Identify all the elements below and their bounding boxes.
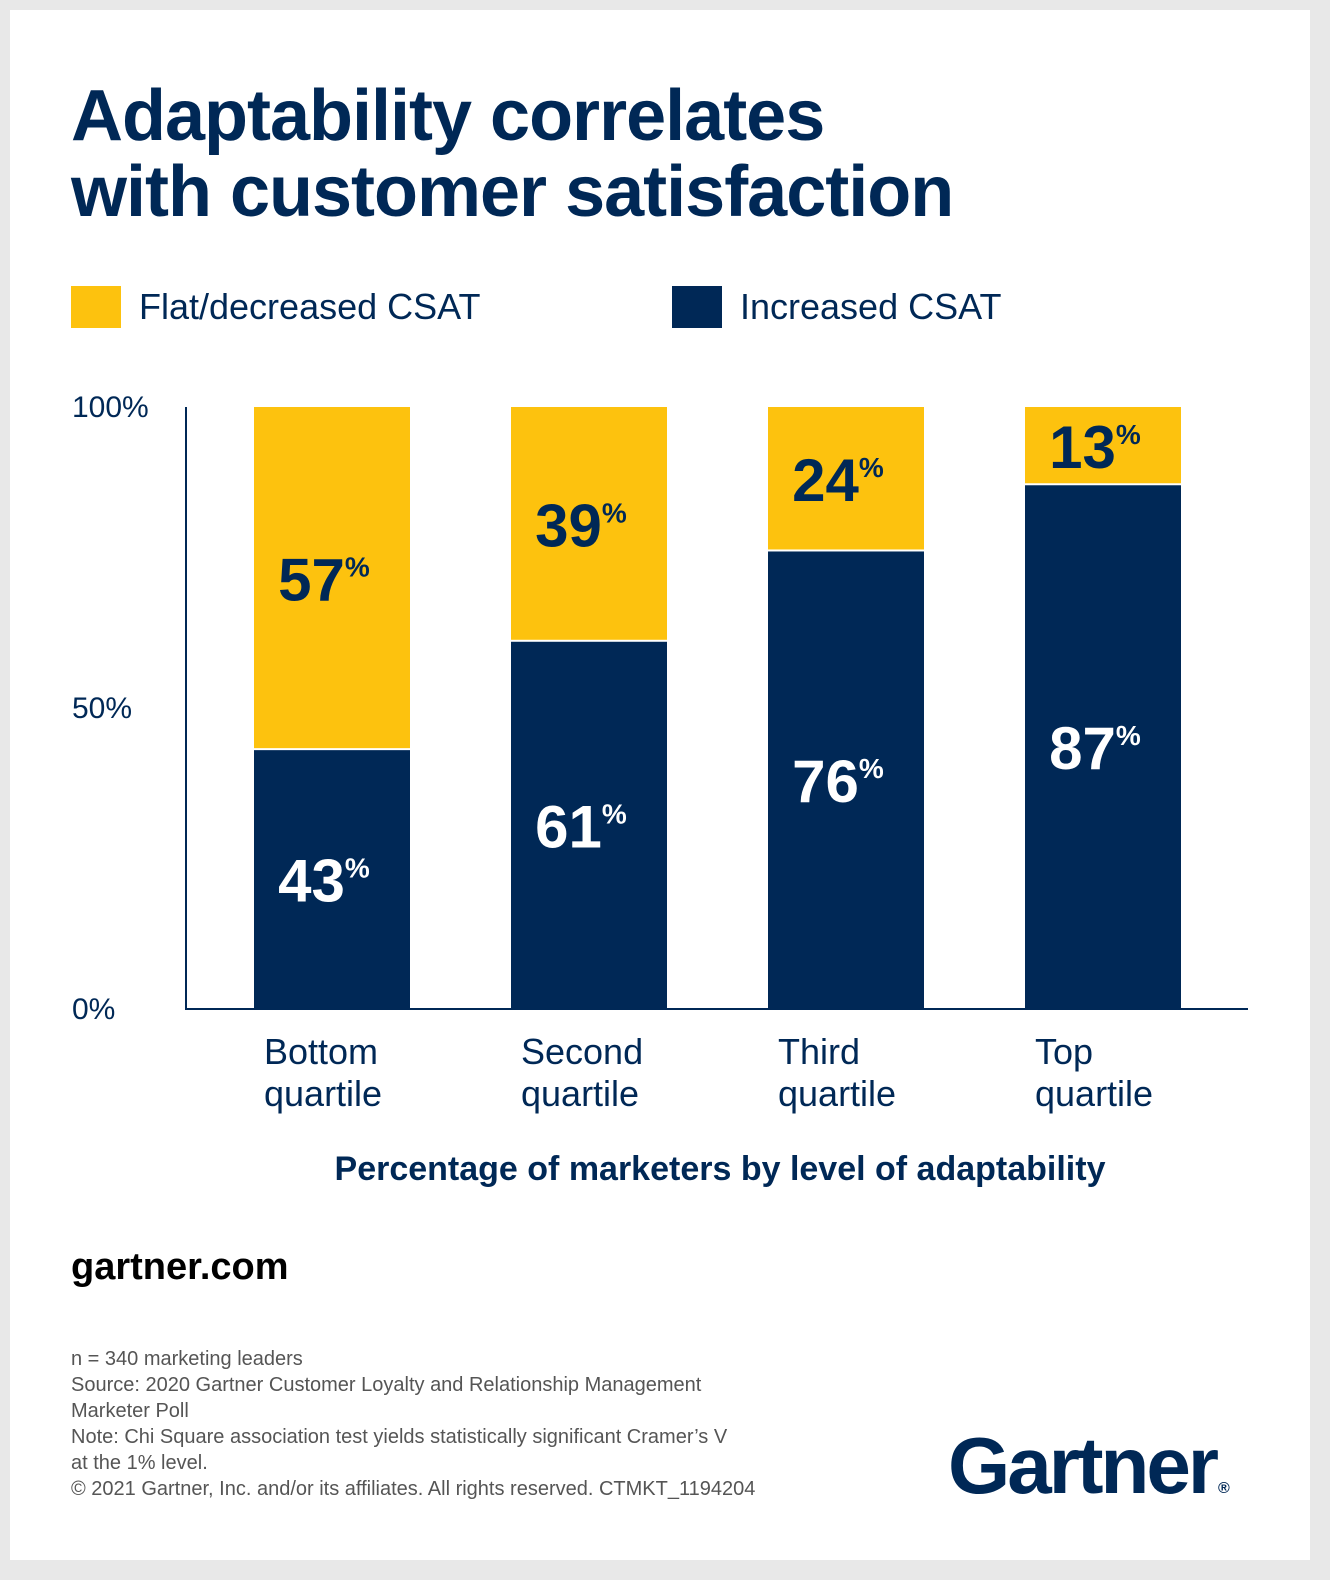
y-tick-label: 100%	[72, 391, 149, 424]
y-tick-label: 0%	[72, 993, 115, 1026]
footnote-note: Note: Chi Square association test yields…	[71, 1426, 728, 1474]
y-tick-label: 50%	[72, 692, 132, 725]
bar-value-label: 13%	[1049, 414, 1141, 481]
x-category-label: Top quartile	[1035, 1031, 1153, 1114]
bar-value-label: 39%	[535, 492, 627, 559]
bar-segment	[768, 551, 924, 1009]
chart-title: Adaptability correlates with customer sa…	[71, 76, 954, 232]
bar-value-label: 57%	[278, 547, 370, 614]
legend-swatch-flat-decreased	[71, 286, 121, 328]
gartner-logo-text: Gartner	[948, 1421, 1219, 1510]
footnotes: n = 340 marketing leaders Source: 2020 G…	[71, 1346, 831, 1502]
legend-label-increased: Increased CSAT	[740, 286, 1002, 327]
bar-value-label: 87%	[1049, 715, 1141, 782]
bar-segment	[768, 407, 924, 550]
x-category-label: Bottom quartile	[264, 1031, 382, 1114]
footnote-copyright: © 2021 Gartner, Inc. and/or its affiliat…	[71, 1478, 756, 1500]
footnote-sample-size: n = 340 marketing leaders	[71, 1348, 303, 1370]
bar-segment	[511, 407, 667, 640]
gartner-logo: Gartner ®	[948, 1420, 1230, 1512]
bar-value-label: 61%	[535, 793, 627, 860]
bar-segment	[1025, 407, 1181, 484]
stacked-bar-chart: 0% 50% 100% 43% 57% Bottom quartile 61% 39% Secon…	[72, 391, 1248, 1114]
bar-segment	[1025, 485, 1181, 1009]
infographic-card: Adaptability correlates with customer sa…	[10, 10, 1310, 1560]
x-category-label: Second quartile	[521, 1031, 643, 1114]
footnote-source: Source: 2020 Gartner Customer Loyalty an…	[71, 1374, 702, 1422]
bar-segment	[254, 750, 410, 1009]
bar-value-label: 76%	[792, 748, 884, 815]
x-category-label: Third quartile	[778, 1031, 896, 1114]
site-url: gartner.com	[71, 1246, 289, 1288]
bar-segment	[511, 641, 667, 1009]
bar-value-label: 43%	[278, 848, 370, 915]
x-axis-label: Percentage of marketers by level of adap…	[334, 1150, 1106, 1188]
legend-label-flat-decreased: Flat/decreased CSAT	[139, 286, 481, 327]
legend-swatch-increased	[672, 286, 722, 328]
bar-segment	[254, 407, 410, 749]
legend-item-increased: Increased CSAT	[672, 285, 1001, 329]
registered-mark: ®	[1217, 1480, 1230, 1497]
bar-value-label: 24%	[792, 447, 884, 514]
legend-item-flat-decreased: Flat/decreased CSAT	[71, 285, 480, 329]
